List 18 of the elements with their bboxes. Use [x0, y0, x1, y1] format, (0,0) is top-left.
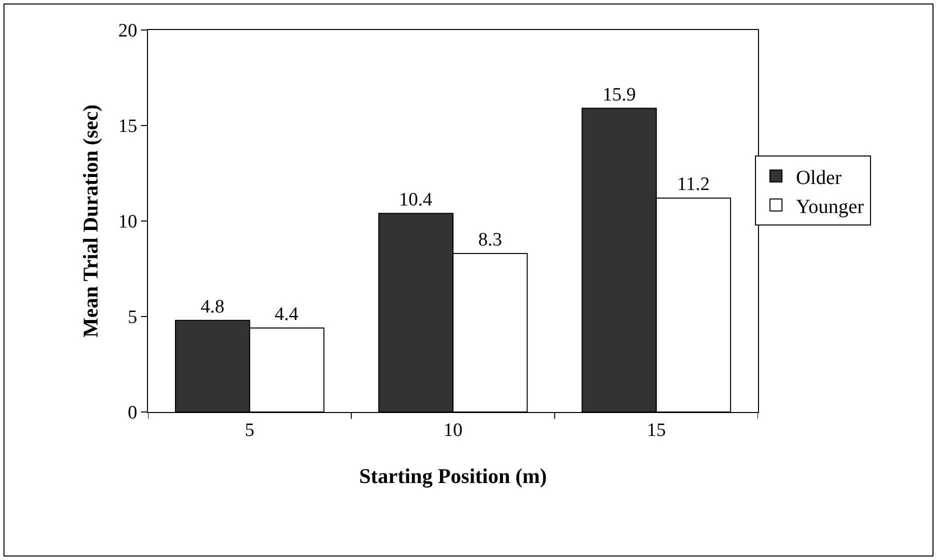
x-axis-title: Starting Position (m) [359, 464, 547, 488]
data-label: 10.4 [399, 189, 433, 210]
data-label: 4.4 [274, 304, 299, 325]
x-tick-label: 5 [244, 420, 254, 441]
data-label: 15.9 [602, 84, 636, 106]
x-tick-label: 10 [444, 420, 462, 441]
y-tick-label: 0 [128, 402, 138, 424]
y-tick-label: 5 [128, 307, 138, 328]
y-tick-label: 10 [118, 212, 138, 233]
data-label: 4.8 [200, 296, 224, 318]
y-tick-label: 15 [118, 116, 138, 138]
x-tick-label: 15 [646, 420, 666, 441]
data-label: 11.2 [677, 174, 710, 196]
y-axis-title: Mean Trial Duration (sec) [78, 104, 102, 338]
data-label: 8.3 [478, 229, 502, 250]
y-tick-label: 20 [118, 20, 138, 42]
legend-label: Older [796, 166, 842, 189]
legend-label: Younger [796, 196, 864, 218]
